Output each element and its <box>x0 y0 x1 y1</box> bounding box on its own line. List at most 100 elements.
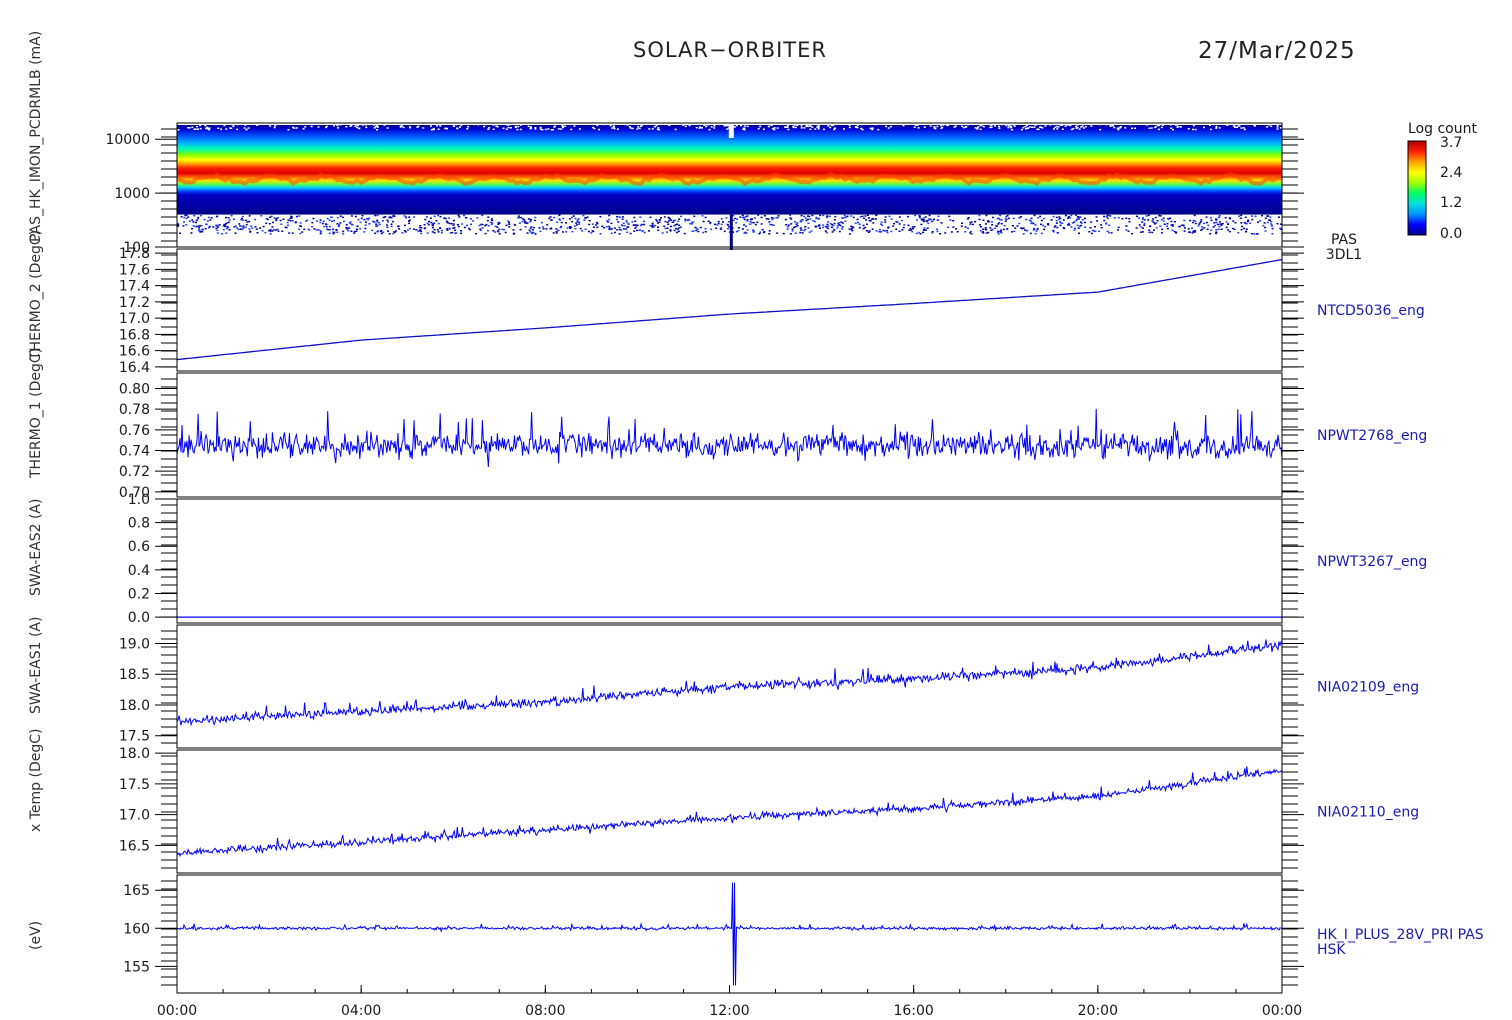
spectrogram-dot <box>982 232 985 234</box>
spectrogram-dot <box>955 228 957 230</box>
colorbar-tick: 0.0 <box>1440 226 1462 242</box>
spectrogram-dot <box>529 218 532 221</box>
spectrogram-dot <box>508 223 511 225</box>
spectrogram-dot <box>1278 216 1280 218</box>
series-lines <box>176 258 1283 986</box>
spectrogram-dot <box>1052 229 1055 232</box>
spectrogram-dot <box>248 220 251 223</box>
spectrogram-dot <box>192 225 195 227</box>
spectrogram-speck <box>674 128 677 131</box>
spectrogram-dot <box>833 222 836 225</box>
spectrogram-dot <box>937 215 940 217</box>
spectrogram-speck <box>1172 128 1174 131</box>
spectrogram-dot <box>648 230 650 232</box>
spectrogram-speck <box>1215 123 1218 126</box>
spectrogram-dot <box>987 220 990 222</box>
spectrogram-speck <box>990 124 993 126</box>
spectrogram-dot <box>419 225 422 227</box>
spectrogram-dot <box>1183 230 1186 232</box>
spectrogram-speck <box>808 124 811 126</box>
spectrogram-dot <box>1030 220 1032 222</box>
spectrogram-dot <box>923 227 926 229</box>
spectrogram-dot <box>666 231 669 233</box>
spectrogram-speck <box>1117 128 1120 131</box>
spectrogram-dot <box>277 230 280 232</box>
spectrogram-dot <box>669 218 671 220</box>
spectrogram-dot <box>484 224 487 227</box>
spectrogram-dot <box>596 226 599 228</box>
spectrogram-dot <box>418 226 421 229</box>
spectrogram-dot <box>1170 220 1173 223</box>
spectrogram-speck <box>641 124 644 126</box>
spectrogram-dot <box>393 231 396 234</box>
spectrogram-dot <box>298 228 301 230</box>
spectrogram-speck <box>378 123 380 125</box>
spectrogram-speck <box>1056 128 1059 130</box>
spectrogram-dot <box>403 224 406 227</box>
spectrogram-speck <box>243 127 246 129</box>
spectrogram-dot <box>1214 224 1216 227</box>
spectrogram-dot <box>391 215 394 217</box>
spectrogram-speck <box>1039 126 1041 128</box>
spectrogram-dot <box>363 231 366 233</box>
spectrogram-speck <box>1075 123 1078 125</box>
spectrogram-speck <box>611 127 614 129</box>
spectrogram-speck <box>727 124 730 127</box>
spectrogram-speck <box>794 124 796 126</box>
spectrogram-dot <box>678 218 681 220</box>
spectrogram-dot <box>1232 220 1235 222</box>
spectrogram-dot <box>985 232 988 234</box>
spectrogram-dot <box>704 231 707 233</box>
spectrogram-dot <box>922 218 925 221</box>
spectrogram-speck <box>1063 123 1066 125</box>
spectrogram-dot <box>1225 221 1228 223</box>
spectrogram-dot <box>268 230 271 232</box>
spectrogram-speck <box>519 124 522 126</box>
spectrogram-dot <box>960 225 963 227</box>
spectrogram-speck <box>592 123 595 125</box>
spectrogram-dot <box>224 225 227 228</box>
spectrogram-dot <box>1088 231 1091 233</box>
spectrogram-dot <box>728 226 731 228</box>
spectrogram-speck <box>982 125 985 128</box>
spectrogram-dot <box>225 227 228 230</box>
spectrogram-speck <box>989 123 992 125</box>
spectrogram-dot <box>532 231 535 234</box>
spectrogram-dot <box>851 226 854 228</box>
spectrogram-speck <box>1225 123 1228 125</box>
spectrogram-dot <box>265 218 268 220</box>
spectrogram-dot <box>338 224 341 226</box>
spectrogram-speck <box>933 127 936 129</box>
spectrogram-speck <box>726 124 728 127</box>
spectrogram-dot <box>813 220 816 223</box>
spectrogram-speck <box>801 123 804 125</box>
spectrogram-dot <box>814 225 817 228</box>
spectrogram-dot <box>192 221 195 223</box>
spectrogram-speck <box>1082 127 1085 129</box>
spectrogram-dot <box>378 223 381 226</box>
spectrogram-dot <box>732 219 735 222</box>
spectrogram-dot <box>498 228 501 231</box>
spectrogram-dot <box>1217 228 1220 231</box>
spectrogram-dot <box>749 221 752 223</box>
spectrogram-dot <box>621 224 624 227</box>
spectrogram-dot <box>559 219 561 221</box>
spectrogram-dot <box>742 216 745 219</box>
spectrogram-speck <box>1077 123 1080 125</box>
spectrogram-dot <box>1042 224 1045 227</box>
spectrogram-dot <box>709 221 712 224</box>
spectrogram-dot <box>350 223 353 225</box>
spectrogram-dot <box>565 231 568 233</box>
spectrogram-speck <box>1054 123 1057 126</box>
spectrogram-speck <box>805 125 808 128</box>
spectrogram-dot <box>529 227 532 229</box>
spectrogram-dot <box>971 223 974 226</box>
spectrogram-dot <box>512 233 515 235</box>
spectrogram-dot <box>1055 220 1058 222</box>
spectrogram-dot <box>728 231 731 233</box>
spectrogram-dot <box>555 230 558 233</box>
spectrogram-speck <box>376 125 379 127</box>
spectrogram-dot <box>1160 232 1163 234</box>
spectrogram-dot <box>485 223 488 226</box>
spectrogram-speck <box>1031 126 1034 128</box>
